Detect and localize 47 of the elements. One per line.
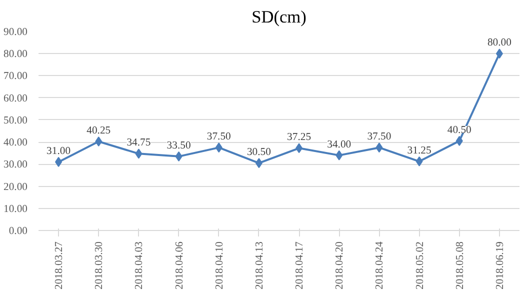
y-tick-label: 80.00	[4, 49, 28, 60]
x-tick-label: 2018.05.02	[414, 242, 426, 290]
point	[55, 156, 62, 167]
y-tick-label: 30.00	[4, 160, 28, 171]
x-tick-label: 2018.03.30	[94, 242, 106, 290]
data-label: 37.25	[287, 132, 312, 144]
data-label: 34.75	[126, 138, 151, 149]
point	[175, 151, 182, 162]
y-tick-label: 90.00	[4, 27, 28, 38]
y-tick-label: 10.00	[4, 204, 28, 215]
data-label: 31.25	[407, 145, 432, 156]
point	[336, 150, 343, 160]
data-label: 34.00	[327, 139, 352, 150]
x-tick-label: 2018.04.10	[214, 242, 226, 290]
y-tick-label: 0.00	[8, 226, 28, 237]
x-tick-label: 2018.04.06	[174, 240, 186, 290]
point	[95, 136, 102, 147]
x-tick-label: 2018.04.13	[254, 242, 266, 290]
x-tick-label: 2018.06.19	[494, 242, 506, 290]
x-tick-label: 2018.04.24	[374, 240, 386, 290]
y-tick-label: 20.00	[4, 182, 28, 193]
y-tick-label: 50.00	[4, 115, 28, 126]
data-label: 40.25	[86, 126, 111, 137]
x-tick-label: 2018.03.27	[54, 240, 66, 290]
data-label: 31.00	[46, 146, 71, 157]
point	[376, 142, 383, 153]
data-label: 37.50	[367, 132, 392, 143]
data-label: 30.50	[246, 147, 271, 158]
x-tick-label: 2018.04.03	[134, 242, 146, 290]
chart-title: SD(cm)	[252, 8, 307, 26]
point	[255, 158, 262, 168]
x-tick-label: 2018.05.08	[454, 242, 466, 290]
y-tick-label: 70.00	[4, 71, 28, 82]
x-tick-label: 2018.04.17	[294, 240, 306, 290]
point	[215, 142, 222, 153]
data-label: 33.50	[166, 140, 191, 152]
x-tick-label: 2018.04.20	[334, 242, 346, 290]
data-label: 37.50	[206, 132, 231, 143]
data-label: 80.00	[487, 38, 512, 49]
point	[416, 156, 423, 166]
data-label: 40.50	[447, 124, 472, 136]
y-tick-label: 40.00	[4, 138, 28, 149]
point	[296, 143, 303, 154]
point	[135, 148, 142, 159]
point	[496, 48, 503, 59]
point	[456, 136, 463, 146]
y-tick-label: 60.00	[4, 93, 28, 104]
